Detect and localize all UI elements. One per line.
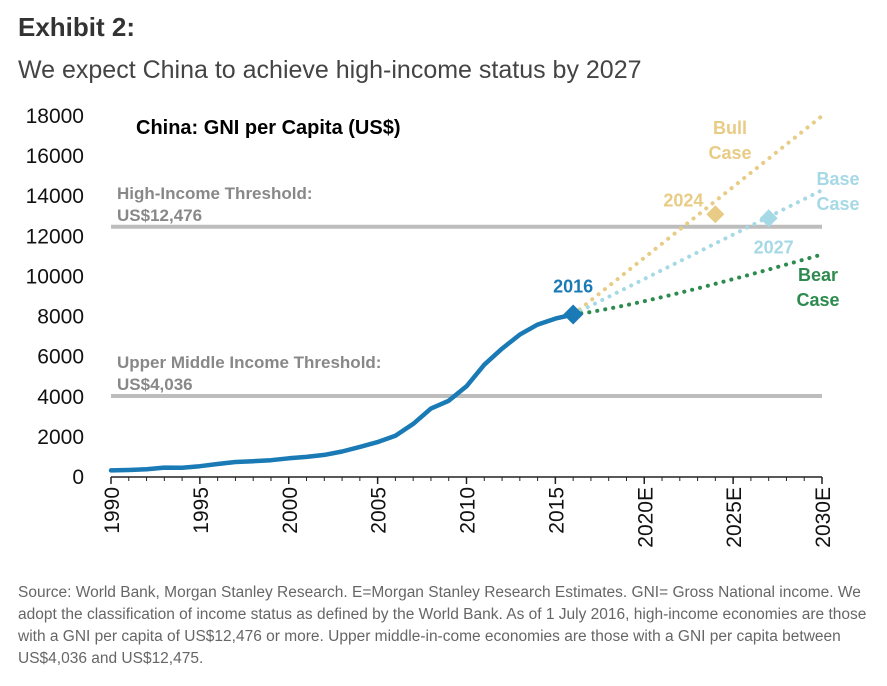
x-tick-label: 1995 — [190, 487, 213, 534]
series-line-bull-case — [571, 114, 824, 317]
chart-title: China: GNI per Capita (US$) — [136, 117, 400, 139]
marker-diamond — [563, 304, 584, 325]
x-tick-label: 2030E — [812, 487, 835, 548]
y-tick-label: 12000 — [26, 225, 84, 248]
marker-label: 2024 — [663, 190, 703, 210]
gni-chart: China: GNI per Capita (US$) 0 2000 4000 6000… — [26, 105, 860, 548]
series-line-history — [108, 312, 576, 473]
series-label: Case — [816, 194, 859, 214]
series-line-base-case — [571, 188, 824, 317]
y-tick-label: 2000 — [37, 426, 84, 449]
y-tick-label: 18000 — [26, 105, 84, 128]
source-note: Source: World Bank, Morgan Stanley Resea… — [18, 584, 867, 667]
marker-diamond — [759, 209, 778, 228]
series-label: Bull — [713, 118, 747, 138]
x-tick-label: 2020E — [634, 487, 657, 548]
marker-label: 2027 — [754, 237, 794, 257]
y-tick-label: 0 — [72, 466, 84, 489]
y-tick-label: 8000 — [37, 306, 84, 329]
series-label: Base — [816, 169, 859, 189]
x-tick-label: 2025E — [723, 487, 746, 548]
y-tick-label: 10000 — [26, 265, 84, 288]
threshold-value: US$4,036 — [117, 375, 193, 394]
y-tick-label: 14000 — [26, 185, 84, 208]
x-tick-label: 2015 — [545, 487, 568, 534]
series-label: Case — [708, 143, 751, 163]
threshold-value: US$12,476 — [117, 206, 202, 225]
threshold-label: High-Income Threshold: — [117, 184, 313, 203]
series-label: Bear — [798, 265, 838, 285]
marker-diamond — [706, 205, 725, 224]
x-tick-label: 2000 — [279, 487, 302, 534]
exhibit-label: Exhibit 2: — [18, 12, 136, 42]
page-subtitle: We expect China to achieve high-income s… — [18, 56, 642, 84]
x-tick-label: 2005 — [368, 487, 391, 534]
threshold-label: Upper Middle Income Threshold: — [117, 353, 381, 372]
x-tick-label: 1990 — [101, 487, 124, 534]
y-tick-label: 4000 — [37, 386, 84, 409]
y-tick-label: 6000 — [37, 346, 84, 369]
y-tick-label: 16000 — [26, 145, 84, 168]
marker-label: 2016 — [553, 277, 593, 297]
series-line-bear-case — [571, 252, 824, 317]
series-label: Case — [796, 290, 839, 310]
x-tick-label: 2010 — [457, 487, 480, 534]
